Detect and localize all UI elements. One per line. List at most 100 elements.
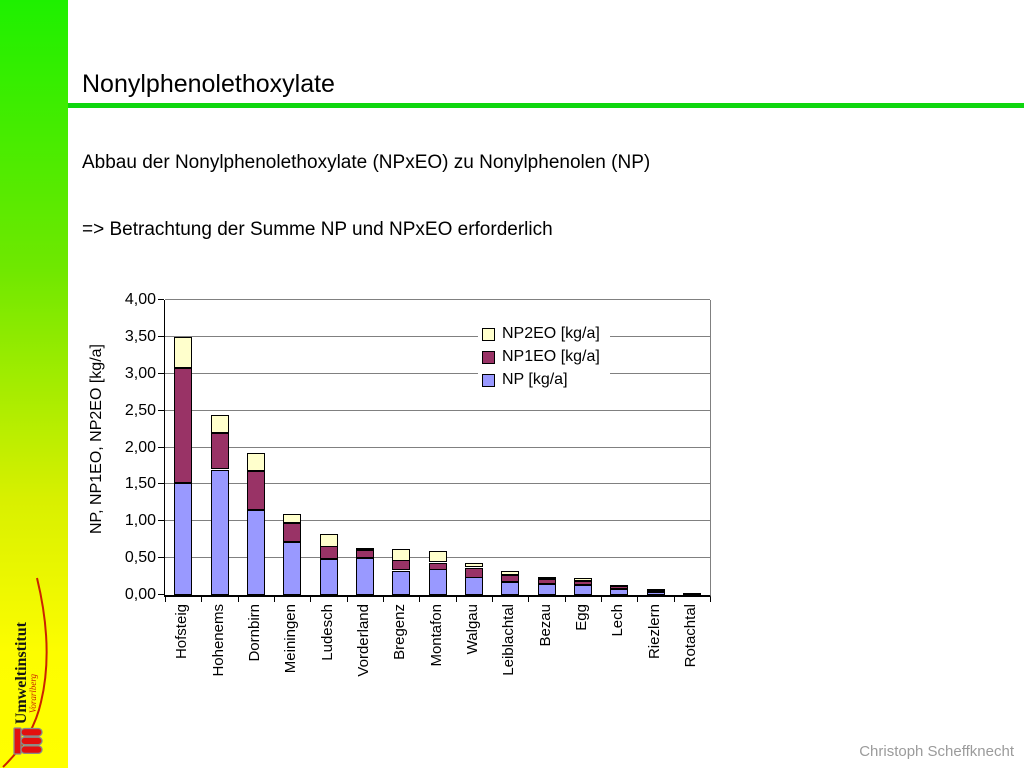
- y-tick-mark: [158, 409, 164, 411]
- x-tick-mark: [165, 597, 166, 602]
- y-tick-label: 3,00: [124, 364, 156, 382]
- x-tick-mark: [310, 597, 311, 602]
- legend-label: NP1EO [kg/a]: [502, 348, 600, 365]
- y-tick-mark: [158, 372, 164, 374]
- x-axis-label: Hofsteig: [173, 604, 190, 660]
- y-tick-label: 2,00: [124, 438, 156, 456]
- legend-swatch-icon: [482, 327, 495, 341]
- bar-segment: [392, 571, 410, 595]
- bar-segment: [501, 571, 519, 575]
- x-tick-mark: [238, 597, 239, 602]
- gridline: [165, 299, 710, 300]
- bar-segment: [465, 577, 483, 595]
- x-tick-mark: [201, 597, 202, 602]
- legend-item: NP1EO [kg/a]: [482, 347, 600, 367]
- bar-segment: [392, 549, 410, 561]
- y-tick-mark: [158, 520, 164, 522]
- plot-area: [164, 300, 711, 597]
- bar-segment: [247, 453, 265, 471]
- x-tick-mark: [383, 597, 384, 602]
- bar-segment: [465, 563, 483, 567]
- bar-segment: [320, 546, 338, 559]
- sidebar-decoration: [2, 577, 48, 768]
- bar-segment: [247, 510, 265, 595]
- x-tick-mark: [347, 597, 348, 602]
- bar-segment: [647, 589, 665, 591]
- bar-segment: [465, 568, 483, 578]
- bar-segment: [574, 578, 592, 581]
- gridline: [165, 520, 710, 522]
- x-tick-mark: [637, 597, 638, 602]
- y-tick-label: 4,00: [124, 291, 156, 308]
- x-axis-label: Hohenems: [210, 604, 227, 677]
- gridline: [165, 372, 710, 374]
- legend-item: NP2EO [kg/a]: [482, 324, 600, 344]
- bar-segment: [211, 415, 229, 433]
- x-tick-mark: [419, 597, 420, 602]
- vorarlberg-crest-icon: [13, 727, 43, 755]
- y-tick-mark: [158, 594, 164, 595]
- legend-item: NP [kg/a]: [482, 370, 600, 390]
- bar-segment: [392, 560, 410, 570]
- x-tick-mark: [456, 597, 457, 602]
- y-tick-mark: [158, 299, 164, 300]
- bar-segment: [356, 550, 374, 558]
- x-axis-label: Egg: [573, 604, 590, 631]
- y-tick-mark: [158, 557, 164, 559]
- x-tick-mark: [601, 597, 602, 602]
- bar-segment: [320, 559, 338, 595]
- x-tick-mark: [492, 597, 493, 602]
- x-axis-label: Bezau: [537, 604, 554, 647]
- x-axis-label: Riezlern: [646, 604, 663, 660]
- x-tick-mark: [674, 597, 675, 602]
- bar-segment: [174, 368, 192, 483]
- y-axis-title: NP, NP1EO, NP2EO [kg/a]: [88, 344, 105, 535]
- gridline: [165, 483, 710, 485]
- x-tick-mark: [528, 597, 529, 602]
- bar-segment: [283, 523, 301, 542]
- bar-segment: [538, 579, 556, 584]
- body-text-line2: => Betrachtung der Summe NP und NPxEO er…: [82, 219, 553, 240]
- x-axis-label: Walgau: [464, 604, 481, 655]
- bar-segment: [174, 337, 192, 368]
- bar-segment: [501, 575, 519, 582]
- x-axis-label: Meiningen: [282, 604, 299, 674]
- y-tick-mark: [158, 446, 164, 448]
- gridline: [165, 335, 710, 337]
- x-axis-label: Rotachtal: [682, 604, 699, 668]
- title-rule: [68, 103, 1024, 108]
- y-tick-label: 1,00: [124, 512, 156, 530]
- bar-segment: [429, 569, 447, 595]
- bar-segment: [647, 592, 665, 595]
- bar-segment: [610, 585, 628, 587]
- y-tick-mark: [158, 483, 164, 485]
- bar-segment: [356, 558, 374, 595]
- bar-segment: [247, 471, 265, 510]
- bar-segment: [174, 483, 192, 595]
- x-tick-mark: [710, 597, 711, 602]
- gridline: [165, 409, 710, 411]
- bar-segment: [356, 548, 374, 550]
- bar-segment: [574, 581, 592, 585]
- slide-title: Nonylphenolethoxylate: [82, 70, 335, 98]
- legend-label: NP2EO [kg/a]: [502, 325, 600, 342]
- bar-segment: [211, 433, 229, 469]
- x-axis-label: Dornbirn: [246, 604, 263, 662]
- bar-segment: [501, 582, 519, 595]
- y-tick-label: 0,00: [124, 586, 156, 603]
- bar-segment: [610, 589, 628, 595]
- y-tick-mark: [158, 335, 164, 337]
- bar-segment: [283, 514, 301, 523]
- legend-swatch-icon: [482, 350, 495, 364]
- sidebar-band: Umweltinstitut Vorarlberg: [0, 0, 68, 768]
- y-tick-label: 0,50: [124, 549, 156, 567]
- bar-segment: [429, 563, 447, 570]
- bar-segment: [211, 470, 229, 595]
- x-axis-label: Lech: [609, 604, 626, 637]
- legend-swatch-icon: [482, 373, 495, 387]
- y-tick-label: 3,50: [124, 327, 156, 345]
- x-axis-label: Montafon: [428, 604, 445, 667]
- gridline: [165, 446, 710, 448]
- chart-legend: NP2EO [kg/a] NP1EO [kg/a] NP [kg/a]: [478, 319, 610, 395]
